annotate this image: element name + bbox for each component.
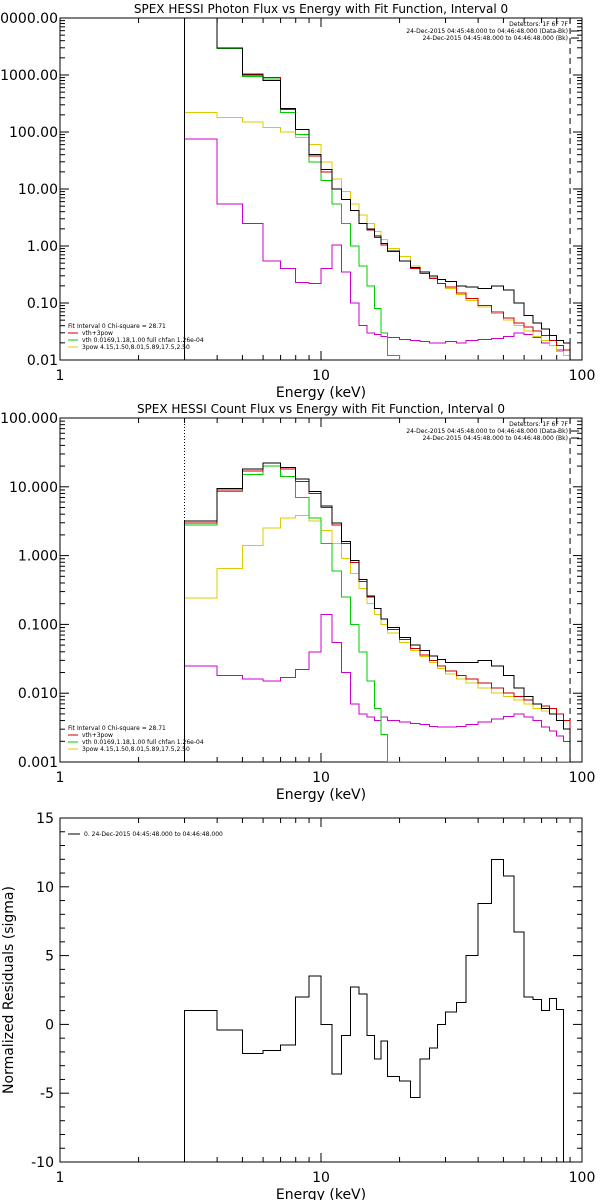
- series-power-law: [184, 515, 571, 762]
- info-line-3: 24-Dec-2015 04:45:48.000 to 04:46:48.000…: [423, 435, 568, 442]
- series-data: [184, 462, 571, 762]
- x-tick-label: 100: [569, 1170, 596, 1186]
- data-layer: [184, 418, 571, 762]
- legend-entry-thermal: vth 0.0169,1.18,1.00 full chfan 1.26e-04: [82, 739, 204, 746]
- legend-fit-header: Fit Interval 0 Chi-square = 28.71: [68, 725, 166, 732]
- x-tick-label: 10: [312, 368, 330, 384]
- x-axis-label: Energy (keV): [276, 1187, 366, 1200]
- info-line-3: 24-Dec-2015 04:45:48.000 to 04:46:48.000…: [423, 35, 568, 42]
- y-tick-label: 1000.00: [0, 68, 58, 84]
- x-axis-label: Energy (keV): [276, 385, 366, 401]
- y-tick-label: 0.10: [27, 296, 58, 312]
- legend-entry-power-law: 3pow 4.15,1.50,8.01,5.89,17.5,2.50: [82, 746, 190, 753]
- y-tick-label: -5: [40, 1086, 54, 1102]
- legend-entry-thermal: vth 0.0169,1.18,1.00 full chfan 1.26e-04: [82, 337, 204, 344]
- legend-entry-power-law: 3pow 4.15,1.50,8.01,5.89,17.5,2.50: [82, 344, 190, 351]
- y-tick-label: 100.00: [9, 125, 58, 141]
- x-tick-label: 100: [569, 368, 596, 384]
- series-background: [184, 613, 571, 762]
- series-total: [184, 462, 571, 762]
- x-tick-label: 100: [569, 770, 596, 786]
- legend-entry-total: vth+3pow: [82, 330, 113, 337]
- series-background: [184, 138, 571, 360]
- info-line-2: 24-Dec-2015 04:45:48.000 to 04:46:48.000…: [406, 28, 568, 35]
- info-line-2: 24-Dec-2015 04:45:48.000 to 04:46:48.000…: [406, 428, 568, 435]
- y-tick-label: 10.00: [18, 182, 58, 198]
- y-tick-label: -10: [31, 1155, 54, 1171]
- chart-panel-1: SPEX HESSI Photon Flux vs Energy with Fi…: [0, 2, 595, 401]
- y-tick-label: 100.000: [0, 411, 58, 427]
- x-tick-label: 1: [56, 770, 65, 786]
- y-tick-label: 0: [45, 1017, 54, 1033]
- plot-frame: [59, 417, 583, 763]
- series-data: [184, 858, 571, 1162]
- info-line-1: Detectors: 1F 6F 7F: [509, 21, 568, 28]
- plot-frame: [59, 17, 583, 361]
- y-axis-label: Normalized Residuals (sigma): [1, 886, 17, 1094]
- legend-entry-total: vth+3pow: [82, 732, 113, 739]
- x-tick-label: 10: [312, 1170, 330, 1186]
- x-axis-label: Energy (keV): [276, 787, 366, 803]
- info-line-1: Detectors: 1F 6F 7F: [509, 421, 568, 428]
- legend-fit-header: Fit Interval 0 Chi-square = 28.71: [68, 323, 166, 330]
- y-tick-label: 10000.00: [0, 11, 58, 27]
- x-tick-label: 1: [56, 368, 65, 384]
- y-tick-label: 5: [45, 949, 54, 965]
- y-tick-label: 0.010: [18, 686, 58, 702]
- chart-panel-3: Energy (keV) Normalized Residuals (sigma)…: [1, 811, 595, 1200]
- y-tick-label: 0.100: [18, 617, 58, 633]
- y-tick-label: 15: [36, 811, 54, 827]
- y-tick-label: 1.00: [27, 239, 58, 255]
- x-tick-label: 1: [56, 1170, 65, 1186]
- data-layer: [184, 858, 571, 1162]
- series-data: [184, 18, 571, 360]
- y-tick-label: 1.000: [18, 549, 58, 565]
- legend-entry: 0. 24-Dec-2015 04:45:48.000 to 04:46:48.…: [84, 831, 223, 838]
- chart-panel-2: SPEX HESSI Count Flux vs Energy with Fit…: [0, 402, 595, 803]
- chart-title: SPEX HESSI Photon Flux vs Energy with Fi…: [134, 2, 508, 16]
- y-tick-label: 10.000: [9, 480, 58, 496]
- data-layer: [184, 18, 571, 360]
- y-tick-label: 10: [36, 880, 54, 896]
- y-tick-label: 0.01: [27, 353, 58, 369]
- chart-title: SPEX HESSI Count Flux vs Energy with Fit…: [137, 402, 505, 416]
- x-tick-label: 10: [312, 770, 330, 786]
- y-tick-label: 0.001: [18, 755, 58, 771]
